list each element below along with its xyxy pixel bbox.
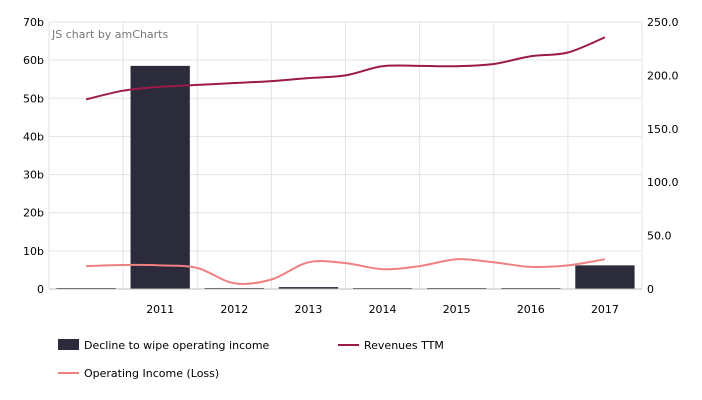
y-right-tick-label: 150.0: [647, 123, 679, 136]
y-right-tick-label: 0: [647, 283, 654, 296]
legend: Decline to wipe operating income Revenues…: [58, 339, 444, 380]
series-line[interactable]: [85, 36, 606, 101]
y-left-tick-label: 10b: [23, 245, 44, 258]
x-tick-label: 2011: [146, 303, 174, 316]
y-right-tick-label: 250.0: [647, 16, 679, 29]
x-tick-label: 2013: [294, 303, 322, 316]
legend-label[interactable]: Revenues TTM: [364, 339, 444, 352]
y-left-tick-label: 20b: [23, 207, 44, 220]
x-tick-label: 2015: [443, 303, 471, 316]
legend-swatch[interactable]: [58, 339, 79, 350]
y-left-tick-label: 50b: [23, 92, 44, 105]
y-left-tick-label: 0: [37, 283, 44, 296]
chart-credit[interactable]: JS chart by amCharts: [51, 28, 168, 41]
y-left-tick-label: 30b: [23, 169, 44, 182]
y-right-tick-label: 100.0: [647, 176, 679, 189]
line-series: [85, 36, 606, 285]
x-tick-label: 2017: [591, 303, 619, 316]
y-left-tick-label: 60b: [23, 54, 44, 67]
axes: 0 10b 20b 30b 40b 50b 60b 70b 0 50.0 100.0 150.0 200…: [23, 16, 678, 316]
y-left-tick-label: 70b: [23, 16, 44, 29]
bar[interactable]: [278, 287, 339, 289]
bar[interactable]: [575, 265, 635, 289]
x-tick-label: 2016: [517, 303, 545, 316]
series-line[interactable]: [86, 258, 606, 285]
legend-label[interactable]: Decline to wipe operating income: [84, 339, 270, 352]
x-tick-label: 2012: [220, 303, 248, 316]
x-tick-label: 2014: [369, 303, 397, 316]
bar[interactable]: [130, 65, 190, 289]
legend-label[interactable]: Operating Income (Loss): [84, 367, 219, 380]
y-right-tick-label: 50.0: [647, 230, 672, 243]
y-left-tick-label: 40b: [23, 130, 44, 143]
y-right-tick-label: 200.0: [647, 69, 679, 82]
